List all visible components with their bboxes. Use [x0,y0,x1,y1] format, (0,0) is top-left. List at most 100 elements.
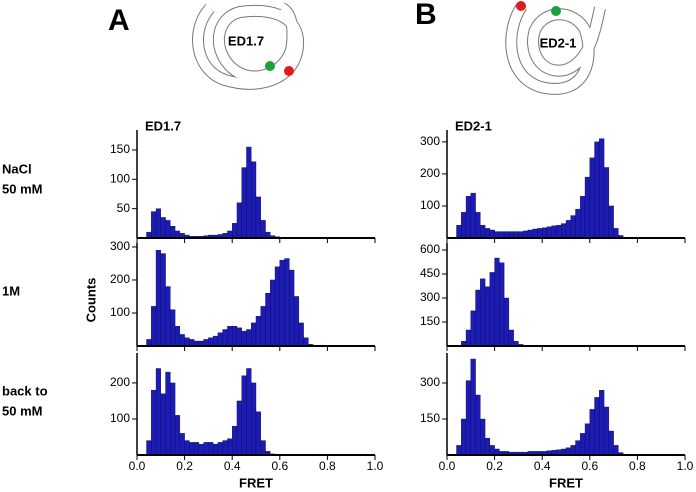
bar [475,212,481,239]
bar [189,442,195,456]
y-tick-label: 300 [110,239,130,253]
bar [599,138,605,239]
bar [146,440,152,456]
x-tick-label: 0.8 [629,459,646,473]
x-tick-label: 0.8 [319,459,336,473]
panel-label: A [108,4,130,37]
bar [265,292,271,347]
y-tick-label: 100 [110,171,130,185]
row-label: 50 mM [2,403,42,418]
bar [208,337,214,347]
y-tick-label: 100 [110,305,130,319]
y-tick-label: 150 [110,142,130,156]
bar [270,279,276,347]
bar [227,230,233,239]
bar [298,322,304,347]
bar [465,196,472,239]
x-tick-label: 0.6 [581,459,598,473]
bar [251,161,257,239]
bar [160,393,166,456]
bar [489,229,495,239]
bar [251,382,257,456]
y-tick-label: 100 [110,411,130,425]
bar [193,442,200,456]
x-tick-label: 0.6 [271,459,288,473]
bar [260,306,266,347]
bar [589,409,595,456]
bar [613,445,619,456]
bar [484,286,491,347]
bar [236,202,242,239]
bar [480,418,486,456]
bar [174,230,181,239]
y-tick-label: 100 [420,198,440,212]
bar [575,440,581,456]
bar [165,220,171,239]
bar [470,310,476,347]
bar [160,253,166,347]
y-tick-label: 150 [420,411,440,425]
x-tick-label: 0.2 [486,459,503,473]
bar [303,337,309,347]
bar [155,368,161,456]
bar [241,167,247,239]
y-tick-label: 200 [110,272,130,286]
bar [151,211,157,239]
bar [470,192,476,239]
bar [241,330,247,347]
y-tick-label: 200 [110,375,130,389]
chart-title: ED2-1 [455,118,492,133]
bar [227,438,233,456]
bar [255,411,261,456]
bar [260,220,266,239]
bar [456,224,462,239]
bar [179,334,185,347]
bar [580,433,586,456]
bar [475,289,481,347]
bar [170,226,176,239]
diagram-label: ED2-1 [540,35,577,50]
bar [184,440,190,456]
x-tick-label: 0.4 [224,459,241,473]
y-tick-label: 600 [420,242,440,256]
bar [255,316,261,347]
x-axis-label: FRET [549,475,583,490]
bar [174,325,181,347]
bar [575,208,581,239]
bar [461,212,467,239]
bar [470,358,476,456]
bar [231,325,238,347]
row-label: 50 mM [2,181,42,196]
bar [594,397,600,456]
diagram: ED2-1 [505,1,606,95]
bar [279,259,285,347]
diagram-label: ED1.7 [228,33,264,48]
bar [165,286,171,347]
bar [465,329,472,347]
bar [241,375,247,456]
bar [165,371,171,456]
bar [542,227,548,239]
x-tick-label: 0.0 [129,459,146,473]
bar [580,196,586,239]
bar [594,141,600,239]
row-label: back to [2,383,48,398]
bar [456,445,462,456]
x-tick-label: 0.2 [176,459,193,473]
bar [222,329,228,347]
x-tick-label: 1.0 [677,459,694,473]
bar [260,440,266,456]
bar [522,230,529,239]
bar [465,380,472,456]
bar [293,296,300,347]
bar [198,443,204,456]
bar [289,269,295,347]
bar [499,262,505,347]
bar [246,146,252,239]
bar [236,327,242,347]
bar [527,229,533,239]
bar [170,382,176,456]
bar [613,228,619,239]
bar [255,196,261,239]
bar [208,442,214,456]
